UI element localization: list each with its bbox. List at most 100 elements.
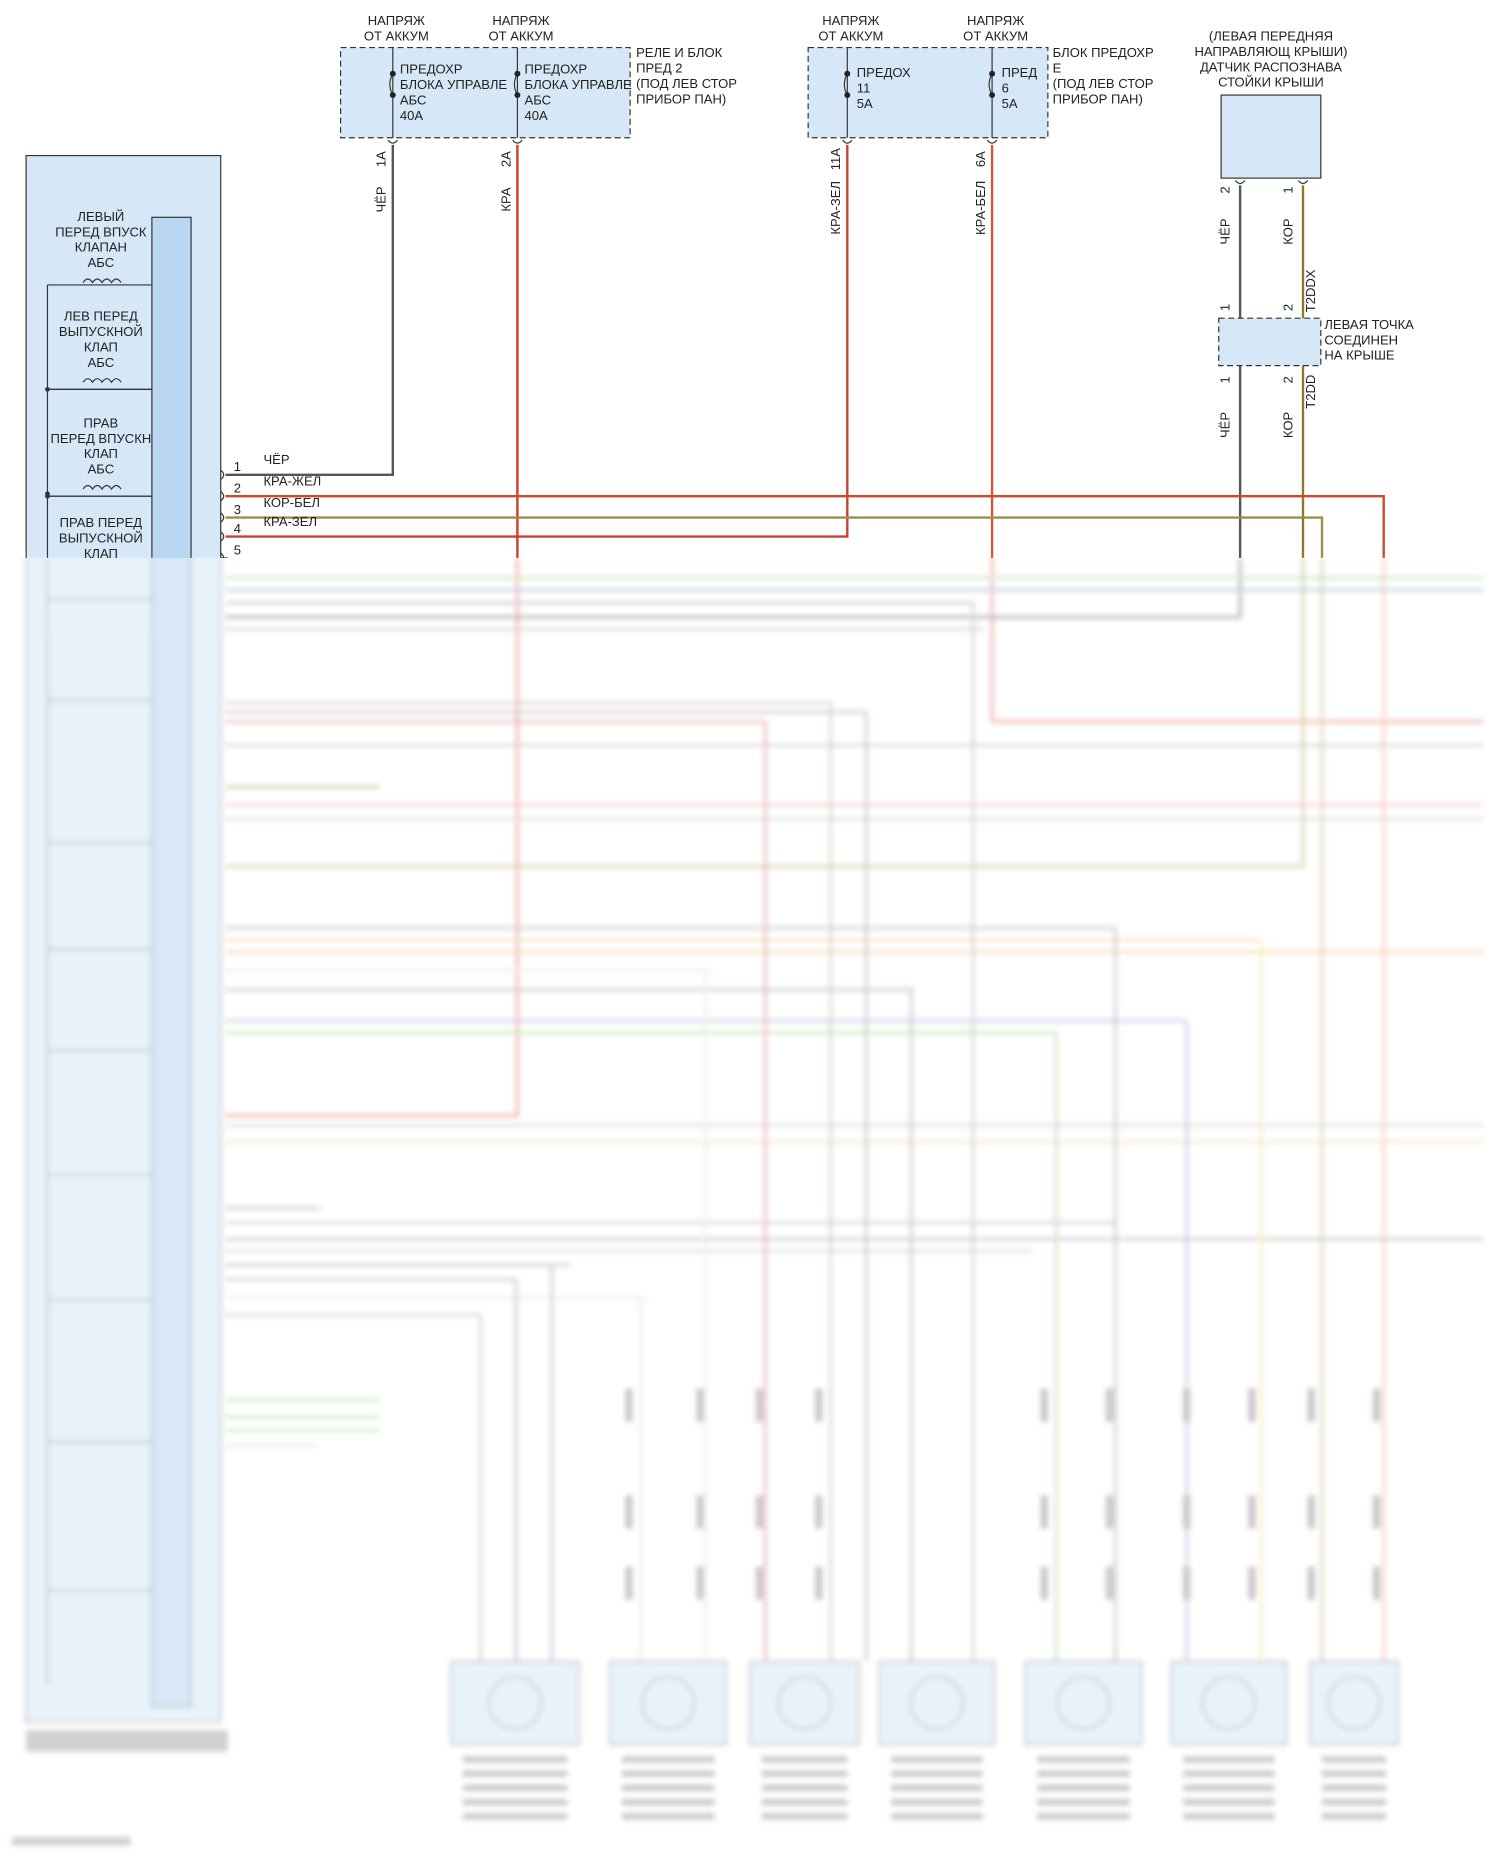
valve-label: ПЕРЕД ВПУСК [55,224,147,239]
roof-junction [1218,317,1322,367]
wire-color: КОР [1280,218,1295,245]
tag-blur [755,1495,764,1529]
fuse-label: ПРЕДОХ [857,65,911,80]
tag-blur [625,1388,633,1422]
tag-blur [1248,1566,1256,1600]
sensor-label: (ЛЕВАЯ ПЕРЕДНЯЯ [1209,28,1333,43]
caption-blur [1321,1784,1387,1791]
fuse-dot [389,70,396,77]
pin-symbol [986,139,998,144]
wire-color: КРА [498,187,513,211]
caption-blur [761,1784,848,1791]
fuse-dot [844,92,851,99]
caption-blur [462,1813,568,1820]
caption-blur [761,1756,848,1763]
tag-blur [696,1495,704,1529]
tag-blur [1373,1566,1381,1600]
tag-blur [1183,1388,1191,1422]
pin-symbol [1297,180,1309,185]
blurred-layer [11,557,1484,1846]
valve-label: ПРАВ ПЕРЕД [60,515,143,530]
pin-number: 11A [828,148,843,171]
tag-blur [1106,1388,1114,1422]
tag-blur [696,1566,704,1600]
caption-blur [1037,1770,1130,1777]
caption-blur [462,1784,568,1791]
valve-label: АБС [88,355,115,370]
fuse-dot [514,92,521,99]
component [609,1660,727,1746]
pin-symbol [1234,180,1246,185]
coil [82,278,122,284]
sensor-label: СТОЙКИ КРЫШИ [1218,75,1324,90]
pin-number: 2 [1280,376,1295,383]
tag-blur [755,1388,764,1422]
tag-blur [1040,1388,1048,1422]
wire [225,557,1305,868]
fuse-dot [989,70,996,77]
wire-color: ЧЁР [263,452,289,467]
caption-blur [1321,1799,1387,1806]
pin-number: 5 [234,542,241,557]
caption-blur [462,1770,568,1777]
caption-blur [1183,1770,1275,1777]
fuse-dot [989,92,996,99]
caption-blur [1183,1813,1275,1820]
tag-blur [625,1566,633,1600]
supply-label: ОТ АККУМ [818,28,883,43]
pin-symbol [220,490,225,502]
component [1024,1660,1143,1746]
wire-color: КРА-ЗЕЛ [828,181,843,235]
fuse-box-e [807,46,1049,139]
component-symbol [910,1676,964,1730]
fuse-label: 40A [400,108,424,123]
caption-blur [621,1770,715,1777]
junction-label: ЛЕВАЯ ТОЧКА [1324,317,1414,332]
component [749,1660,860,1746]
pin-number: 4 [234,521,241,536]
pin-symbol [220,469,225,481]
fuse-dot [389,92,396,99]
module-bus-lower [151,557,192,1708]
box-label: Е [1053,61,1062,76]
caption-blur [1037,1813,1130,1820]
pin-number: 3 [234,502,241,517]
component-symbol [1202,1676,1256,1730]
wire [990,557,1484,723]
tag-blur [1307,1495,1315,1529]
pin-symbol [387,139,399,144]
tag-blur [1307,1566,1315,1600]
sensor-label: НАПРАВЛЯЮЩ КРЫШИ) [1194,44,1347,59]
pin-number: 6A [973,151,988,167]
caption-blur [621,1799,715,1806]
valve-label: КЛАП [84,446,118,461]
pin-number: 2 [1280,304,1295,311]
caption-blur [891,1813,983,1820]
fuse-label: БЛОКА УПРАВЛЕ [400,77,508,92]
tag-blur [1373,1388,1381,1422]
supply-label: НАПРЯЖ [822,13,879,28]
wire-color: КРА-БЕЛ [973,181,988,235]
valve-label: КЛАП [84,546,118,561]
pin-number: 1 [1280,186,1295,193]
valve-label: ЛЕВ ПЕРЕД [64,309,138,324]
junction-label: СОЕДИНЕН [1324,332,1398,347]
caption-blur [462,1799,568,1806]
tag-blur [755,1566,764,1600]
pin-number: 1 [1217,376,1232,383]
wire-color: КРА-ЗЕЛ [263,514,317,529]
box-label: (ПОД ЛЕВ СТОР [1053,76,1154,91]
valve-label: ПРАВ [84,415,119,430]
tag-blur [1106,1566,1114,1600]
caption-blur [761,1799,848,1806]
supply-label: ОТ АККУМ [488,28,553,43]
component [450,1660,580,1746]
wire-color: КОР [1280,412,1295,439]
coil [82,378,122,384]
pin-symbol [220,552,225,558]
pin-symbol [220,512,225,523]
wire [225,557,519,1117]
valve-label: КЛАП [84,339,118,354]
